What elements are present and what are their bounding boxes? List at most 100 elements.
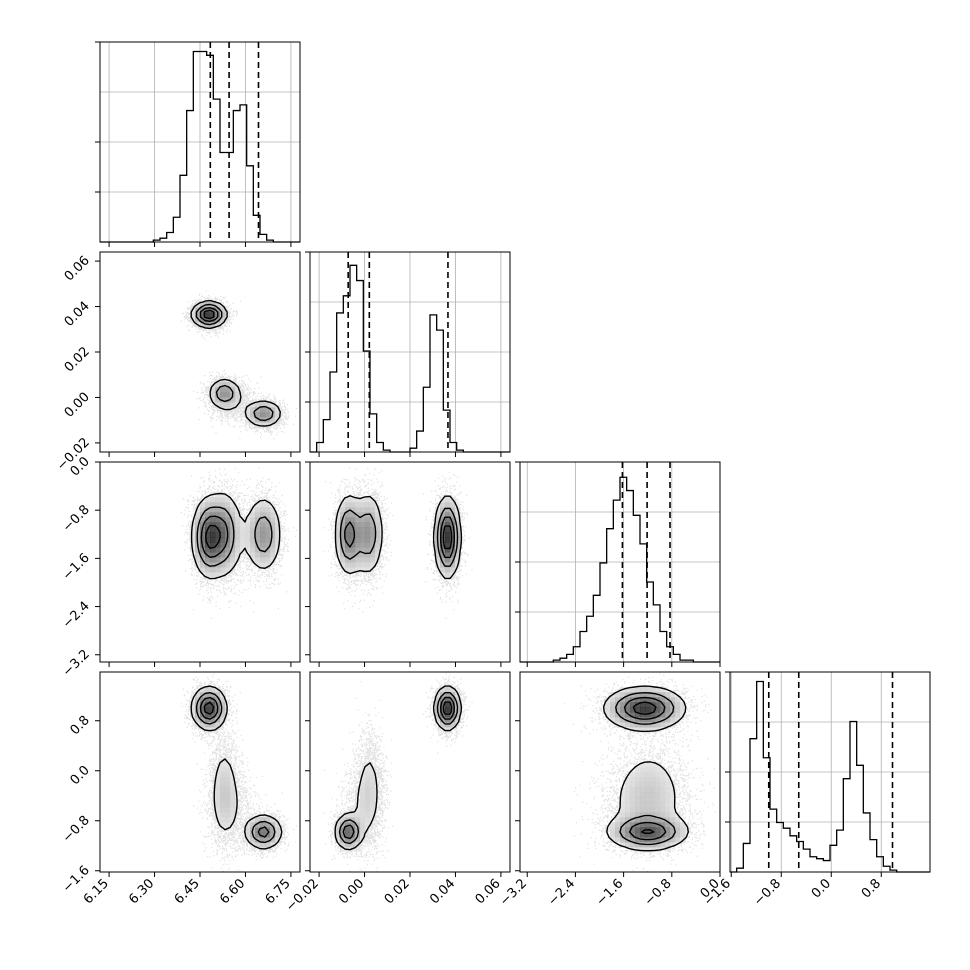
density-cell: [195, 507, 201, 513]
density-cell: [210, 712, 216, 718]
density-cell: [635, 787, 641, 793]
density-cell: [665, 702, 671, 708]
density-cell: [630, 837, 636, 843]
density-cell: [625, 717, 631, 723]
density-cell: [215, 787, 221, 793]
density-cell: [270, 512, 276, 518]
x-tick-label: 6.30: [126, 876, 157, 907]
density-cell: [360, 507, 366, 513]
density-cell: [340, 532, 346, 538]
density-cell: [215, 812, 221, 818]
density-cell: [445, 687, 451, 693]
density-cell: [360, 822, 366, 828]
density-cell: [635, 697, 641, 703]
density-cell: [450, 567, 456, 573]
density-cell: [340, 827, 346, 833]
density-cell: [340, 557, 346, 563]
density-cell: [665, 807, 671, 813]
y-tick-label: −0.8: [60, 502, 93, 535]
density-cell: [640, 802, 646, 808]
density-cell: [365, 772, 371, 778]
density-cell: [365, 527, 371, 533]
density-cell: [275, 407, 281, 413]
density-cell: [620, 707, 626, 713]
density-cell: [615, 712, 621, 718]
density-cell: [370, 532, 376, 538]
density-cell: [650, 822, 656, 828]
contour-line: [190, 299, 281, 427]
density-cell: [265, 512, 271, 518]
density-cell: [255, 827, 261, 833]
density-cell: [455, 697, 461, 703]
density-cell: [670, 797, 676, 803]
density-cell: [665, 827, 671, 833]
density-cell: [210, 392, 216, 398]
density-cell: [615, 692, 621, 698]
density-cell: [615, 832, 621, 838]
density-cell: [245, 522, 251, 528]
density-cell: [650, 717, 656, 723]
density-cell: [260, 842, 266, 848]
density-cell: [235, 532, 241, 538]
density-cell: [200, 687, 206, 693]
density-cell: [365, 552, 371, 558]
density-cell: [370, 802, 376, 808]
density-cell: [635, 772, 641, 778]
density-cell: [360, 537, 366, 543]
density-cell: [345, 507, 351, 513]
density-cell: [345, 517, 351, 523]
density-cell: [230, 787, 236, 793]
density-cell: [215, 302, 221, 308]
density-cell: [355, 502, 361, 508]
density-cell: [340, 842, 346, 848]
density-cell: [455, 557, 461, 563]
density-cell: [225, 507, 231, 513]
density-cell: [630, 712, 636, 718]
density-cell: [675, 837, 681, 843]
density-cell: [350, 557, 356, 563]
density-cell: [355, 812, 361, 818]
density-cell: [215, 797, 221, 803]
density-cell: [225, 547, 231, 553]
density-cell: [215, 572, 221, 578]
density-cell: [640, 782, 646, 788]
density-cell: [190, 707, 196, 713]
density-cell: [370, 542, 376, 548]
scatter-panel-4-3: [515, 671, 721, 877]
density-cell: [670, 802, 676, 808]
density-cell: [445, 707, 451, 713]
density-cell: [635, 827, 641, 833]
density-cell: [275, 822, 281, 828]
density-cell: [205, 697, 211, 703]
density-cell: [660, 842, 666, 848]
density-cell: [660, 797, 666, 803]
density-cell: [335, 547, 341, 553]
density-cell: [445, 702, 451, 708]
density-cell: [655, 687, 661, 693]
density-cell: [200, 707, 206, 713]
density-cell: [260, 822, 266, 828]
density-cell: [200, 532, 206, 538]
density-cell: [210, 387, 216, 393]
density-cell: [650, 772, 656, 778]
density-cell: [450, 507, 456, 513]
density-cell: [220, 542, 226, 548]
density-cell: [375, 552, 381, 558]
density-cell: [260, 527, 266, 533]
x-tick-label: −1.6: [594, 876, 627, 909]
x-tick-label: 0.8: [859, 876, 884, 901]
density-cell: [335, 827, 341, 833]
density-cell: [345, 842, 351, 848]
density-cell: [215, 557, 221, 563]
density-cell: [675, 832, 681, 838]
density-cell: [645, 817, 651, 823]
density-cell: [360, 557, 366, 563]
density-cell: [640, 762, 646, 768]
density-cell: [620, 827, 626, 833]
density-cell: [355, 547, 361, 553]
density-cell: [230, 557, 236, 563]
density-cell: [370, 502, 376, 508]
density-cell: [640, 777, 646, 783]
density-cell: [245, 412, 251, 418]
density-cell: [435, 717, 441, 723]
